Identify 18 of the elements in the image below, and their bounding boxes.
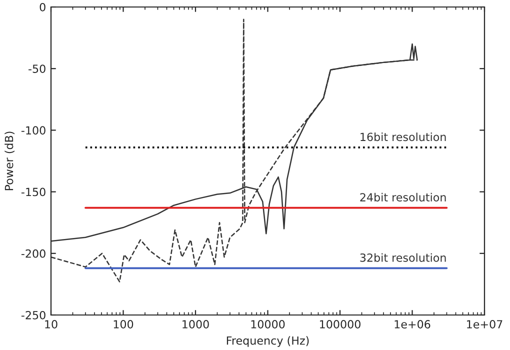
y-tick-label: -250	[21, 310, 46, 320]
x-tick-label: 1e+06	[394, 320, 430, 328]
series-label: 32bit resolution	[360, 253, 446, 262]
y-tick-label: -150	[21, 188, 46, 196]
y-axis-title: Power (dB)	[4, 132, 15, 190]
y-tick-label: 0	[40, 2, 46, 12]
y-tick-label: -200	[21, 249, 46, 258]
series-label: 16bit resolution	[360, 132, 446, 142]
x-tick-label: 1000	[182, 320, 209, 328]
series-label: 24bit resolution	[360, 192, 446, 202]
x-tick-label: 10000	[251, 320, 285, 328]
x-tick-label: 1e+07	[467, 320, 502, 328]
x-tick-label: 100	[114, 320, 134, 328]
x-tick-label: 100000	[320, 320, 360, 328]
x-tick-label: 10	[45, 320, 58, 328]
x-axis-title: Frequency (Hz)	[226, 336, 309, 347]
y-tick-label: -50	[28, 64, 46, 73]
y-tick-label: -100	[21, 126, 46, 135]
